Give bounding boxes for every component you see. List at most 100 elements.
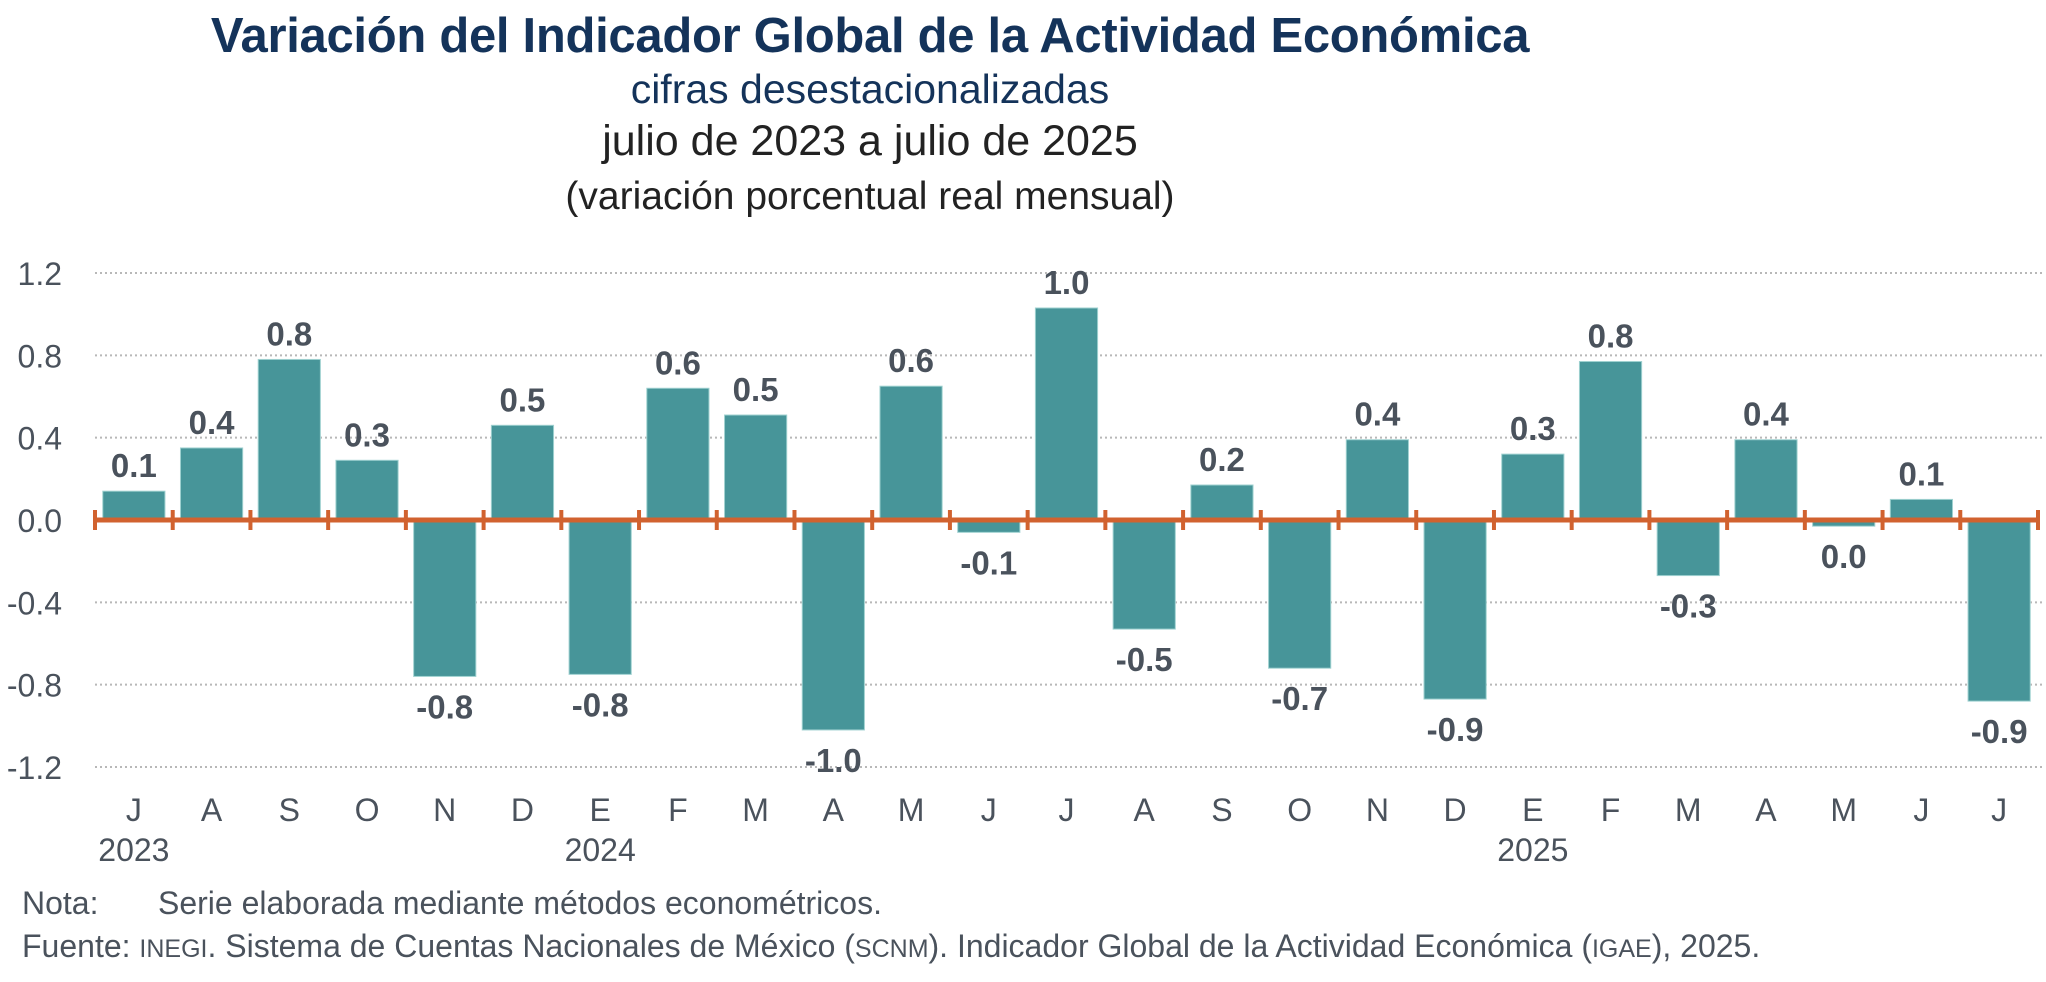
data-label: -0.1 bbox=[960, 544, 1017, 581]
data-label: 0.2 bbox=[1199, 441, 1245, 478]
data-label: 0.5 bbox=[733, 371, 779, 408]
bar bbox=[1656, 519, 1720, 577]
x-tick-label: S bbox=[279, 792, 300, 828]
data-label: 0.6 bbox=[888, 342, 934, 379]
source-igae: IGAE bbox=[1591, 935, 1652, 963]
source-text-1: . Sistema de Cuentas Nacionales de Méxic… bbox=[207, 928, 855, 964]
x-tick-label: F bbox=[1601, 792, 1621, 828]
year-label: 2024 bbox=[565, 832, 636, 868]
bar bbox=[1967, 519, 2031, 702]
data-label: 0.1 bbox=[1898, 455, 1944, 492]
bar bbox=[1889, 498, 1954, 521]
x-tick-label: E bbox=[590, 792, 611, 828]
x-tick-label: J bbox=[1991, 792, 2007, 828]
x-tick-label: M bbox=[742, 792, 769, 828]
y-tick-label: 0.0 bbox=[18, 503, 62, 539]
bar bbox=[257, 358, 321, 521]
bar bbox=[724, 414, 788, 521]
data-label: -1.0 bbox=[805, 742, 862, 779]
bar bbox=[335, 459, 399, 521]
data-label: -0.9 bbox=[1427, 711, 1484, 748]
bar bbox=[1112, 519, 1176, 630]
data-label: -0.3 bbox=[1660, 588, 1717, 625]
bar bbox=[1734, 439, 1798, 521]
bar bbox=[1268, 519, 1332, 669]
bars bbox=[102, 307, 2031, 731]
source-key: Fuente: bbox=[22, 928, 131, 964]
x-tick-label: F bbox=[668, 792, 688, 828]
x-tick-label: M bbox=[1830, 792, 1857, 828]
data-label: 0.5 bbox=[500, 381, 546, 418]
bar bbox=[179, 447, 244, 521]
x-tick-label: A bbox=[823, 792, 845, 828]
data-label: 0.3 bbox=[344, 416, 390, 453]
data-label: 0.6 bbox=[655, 344, 701, 381]
bar bbox=[490, 424, 555, 521]
y-tick-label: -0.8 bbox=[7, 668, 62, 704]
x-tick-label: N bbox=[433, 792, 456, 828]
note-text: Serie elaborada mediante métodos economé… bbox=[158, 885, 882, 921]
y-axis: 1.2 0.8 0.4 0.0 -0.4 -0.8 -1.2 bbox=[7, 256, 62, 786]
zero-axis bbox=[93, 510, 2040, 530]
data-label: -0.9 bbox=[1971, 713, 2028, 750]
x-tick-label: S bbox=[1211, 792, 1232, 828]
data-label: 0.4 bbox=[1354, 396, 1401, 433]
data-label: 0.4 bbox=[189, 404, 236, 441]
x-tick-label: O bbox=[1287, 792, 1312, 828]
bar bbox=[646, 387, 710, 521]
bar bbox=[1345, 439, 1409, 521]
data-label: 0.1 bbox=[111, 447, 157, 484]
data-labels: 0.1 0.4 0.8 0.3 -0.8 0.5 -0.8 0.6 0.5 -1.0 0.6 -0.1… bbox=[111, 264, 2028, 779]
x-tick-label: D bbox=[511, 792, 534, 828]
data-label: 0.0 bbox=[1821, 538, 1867, 575]
x-tick-label: D bbox=[1444, 792, 1467, 828]
bar bbox=[413, 519, 477, 677]
chart-unit: (variación porcentual real mensual) bbox=[565, 175, 1175, 218]
bar bbox=[1034, 307, 1099, 521]
x-tick-label: N bbox=[1366, 792, 1389, 828]
bar bbox=[568, 519, 632, 675]
year-label: 2023 bbox=[98, 832, 169, 868]
footnote-source: Fuente: INEGI. Sistema de Cuentas Nacion… bbox=[22, 926, 1760, 969]
x-tick-label: J bbox=[1059, 792, 1075, 828]
x-tick-label: J bbox=[126, 792, 142, 828]
data-label: 0.8 bbox=[1588, 318, 1634, 355]
x-tick-label: M bbox=[898, 792, 925, 828]
bar bbox=[801, 519, 865, 731]
x-tick-label: A bbox=[1755, 792, 1777, 828]
bar bbox=[1501, 453, 1565, 521]
chart-period: julio de 2023 a julio de 2025 bbox=[602, 117, 1138, 165]
year-label: 2025 bbox=[1497, 832, 1568, 868]
data-label: 1.0 bbox=[1044, 264, 1090, 301]
footnote-note: Nota: Serie elaborada mediante métodos ec… bbox=[22, 883, 882, 923]
y-tick-label: 0.4 bbox=[18, 421, 62, 457]
bar bbox=[1190, 484, 1254, 521]
x-tick-label: J bbox=[981, 792, 997, 828]
data-label: -0.5 bbox=[1116, 641, 1173, 678]
bar bbox=[102, 490, 166, 521]
x-tick-label: O bbox=[355, 792, 380, 828]
data-label: 0.4 bbox=[1743, 396, 1790, 433]
x-tick-label: A bbox=[1134, 792, 1156, 828]
data-label: 0.3 bbox=[1510, 410, 1556, 447]
y-tick-label: 1.2 bbox=[18, 256, 62, 292]
chart-title: Variación del Indicador Global de la Act… bbox=[210, 9, 1530, 63]
data-label: -0.7 bbox=[1271, 680, 1328, 717]
bar bbox=[1578, 361, 1643, 521]
chart-subtitle: cifras desestacionalizadas bbox=[630, 66, 1110, 112]
data-label: -0.8 bbox=[572, 686, 629, 723]
x-axis: J A S O N D E F M A M J J A S O N D E F M A M J J 2023 2024 2025 bbox=[98, 792, 2007, 868]
x-tick-label: J bbox=[1913, 792, 1929, 828]
source-scnm: SCNM bbox=[854, 935, 929, 963]
bar bbox=[879, 385, 943, 521]
y-tick-label: 0.8 bbox=[18, 338, 62, 374]
source-text-3: ), 2025. bbox=[1651, 928, 1761, 964]
x-tick-label: E bbox=[1522, 792, 1543, 828]
note-key: Nota: bbox=[22, 885, 99, 921]
data-label: 0.8 bbox=[266, 315, 312, 352]
x-tick-label: A bbox=[201, 792, 223, 828]
x-tick-label: M bbox=[1675, 792, 1702, 828]
data-label: -0.8 bbox=[416, 688, 473, 725]
y-tick-label: -0.4 bbox=[7, 585, 62, 621]
y-tick-label: -1.2 bbox=[7, 750, 62, 786]
